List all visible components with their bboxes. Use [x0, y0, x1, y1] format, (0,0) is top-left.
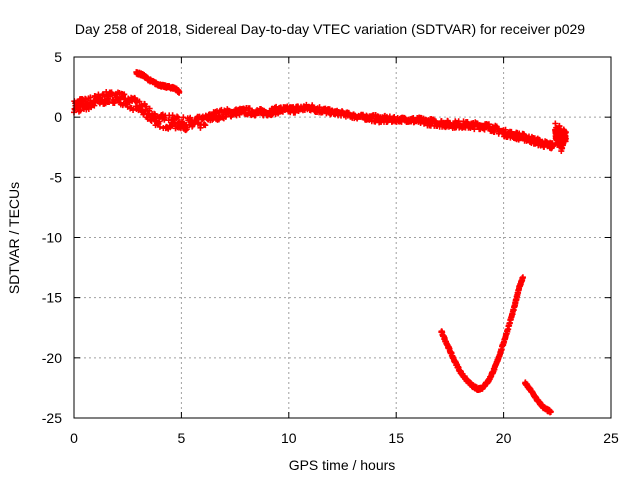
x-tick-label: 5 — [178, 430, 186, 446]
y-axis-label: SDTVAR / TECUs — [6, 182, 22, 294]
data-point — [77, 107, 84, 114]
data-point — [87, 94, 94, 101]
data-points — [71, 69, 569, 416]
x-tick-label: 15 — [388, 430, 404, 446]
y-tick-labels: 5 0 -5 -10 -15 -20 -25 — [42, 49, 62, 426]
y-tick-label: -5 — [50, 169, 63, 185]
data-point — [121, 91, 128, 98]
series-arc-3h — [133, 69, 183, 96]
data-point — [562, 135, 569, 142]
data-point — [502, 126, 509, 133]
x-tick-label: 25 — [603, 430, 619, 446]
data-point — [130, 107, 137, 114]
y-tick-label: -10 — [42, 230, 62, 246]
y-tick-label: -25 — [42, 410, 62, 426]
series-v-curve — [438, 274, 526, 393]
data-point — [547, 408, 554, 415]
y-tick-label: -15 — [42, 290, 62, 306]
y-tick-label: -20 — [42, 350, 62, 366]
axis-ticks — [73, 56, 612, 419]
y-tick-label: 0 — [54, 109, 62, 125]
data-point — [180, 114, 187, 121]
data-point — [156, 123, 163, 130]
y-tick-label: 5 — [54, 49, 62, 65]
data-point — [481, 126, 488, 133]
data-point — [105, 93, 112, 100]
x-tick-label: 10 — [281, 430, 297, 446]
data-point — [143, 103, 150, 110]
x-tick-label: 20 — [496, 430, 512, 446]
data-point — [202, 122, 209, 129]
data-point — [562, 129, 569, 136]
data-point — [156, 118, 163, 125]
series-main — [71, 88, 557, 152]
data-point — [550, 143, 557, 150]
x-axis-label: GPS time / hours — [289, 457, 396, 473]
data-point — [111, 99, 118, 106]
data-point — [174, 113, 181, 120]
x-tick-label: 0 — [70, 430, 78, 446]
data-point — [174, 114, 181, 121]
data-point — [519, 274, 526, 281]
data-point — [169, 112, 176, 119]
series-cluster-22h — [552, 120, 569, 155]
data-point — [201, 121, 208, 128]
x-tick-labels: 0 5 10 15 20 25 — [70, 430, 619, 446]
chart-title: Day 258 of 2018, Sidereal Day-to-day VTE… — [75, 21, 585, 37]
data-point — [176, 88, 183, 95]
data-point — [136, 98, 143, 105]
data-point — [146, 105, 153, 112]
series-tail-21h — [522, 379, 554, 416]
